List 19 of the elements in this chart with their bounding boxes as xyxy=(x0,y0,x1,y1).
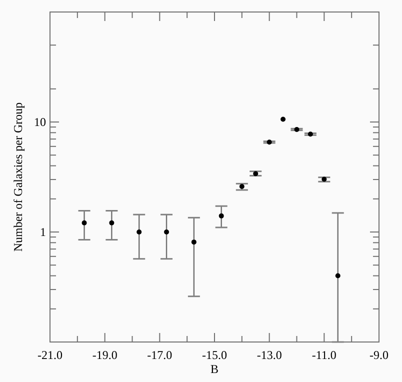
x-tick-label: -11.0 xyxy=(312,348,336,362)
x-tick-label: -17.0 xyxy=(147,348,172,362)
point xyxy=(164,230,170,234)
x-tick-label: -13.0 xyxy=(256,348,282,362)
y-axis-title: Number of Galaxies per Group xyxy=(11,102,25,252)
y-tick-label: 10 xyxy=(34,115,46,129)
point xyxy=(335,273,340,278)
x-axis-title: B xyxy=(210,362,219,376)
x-tick-label: -9.0 xyxy=(370,348,388,362)
x-tick-label: -15.0 xyxy=(202,348,227,362)
y-tick-label: 1 xyxy=(40,225,46,239)
x-tick-label: -19.0 xyxy=(92,348,118,362)
point xyxy=(136,230,142,234)
x-tick-label: -21.0 xyxy=(38,348,62,362)
point xyxy=(218,213,224,218)
point xyxy=(191,240,196,245)
point xyxy=(82,220,87,226)
point xyxy=(280,116,286,122)
point xyxy=(109,220,114,226)
